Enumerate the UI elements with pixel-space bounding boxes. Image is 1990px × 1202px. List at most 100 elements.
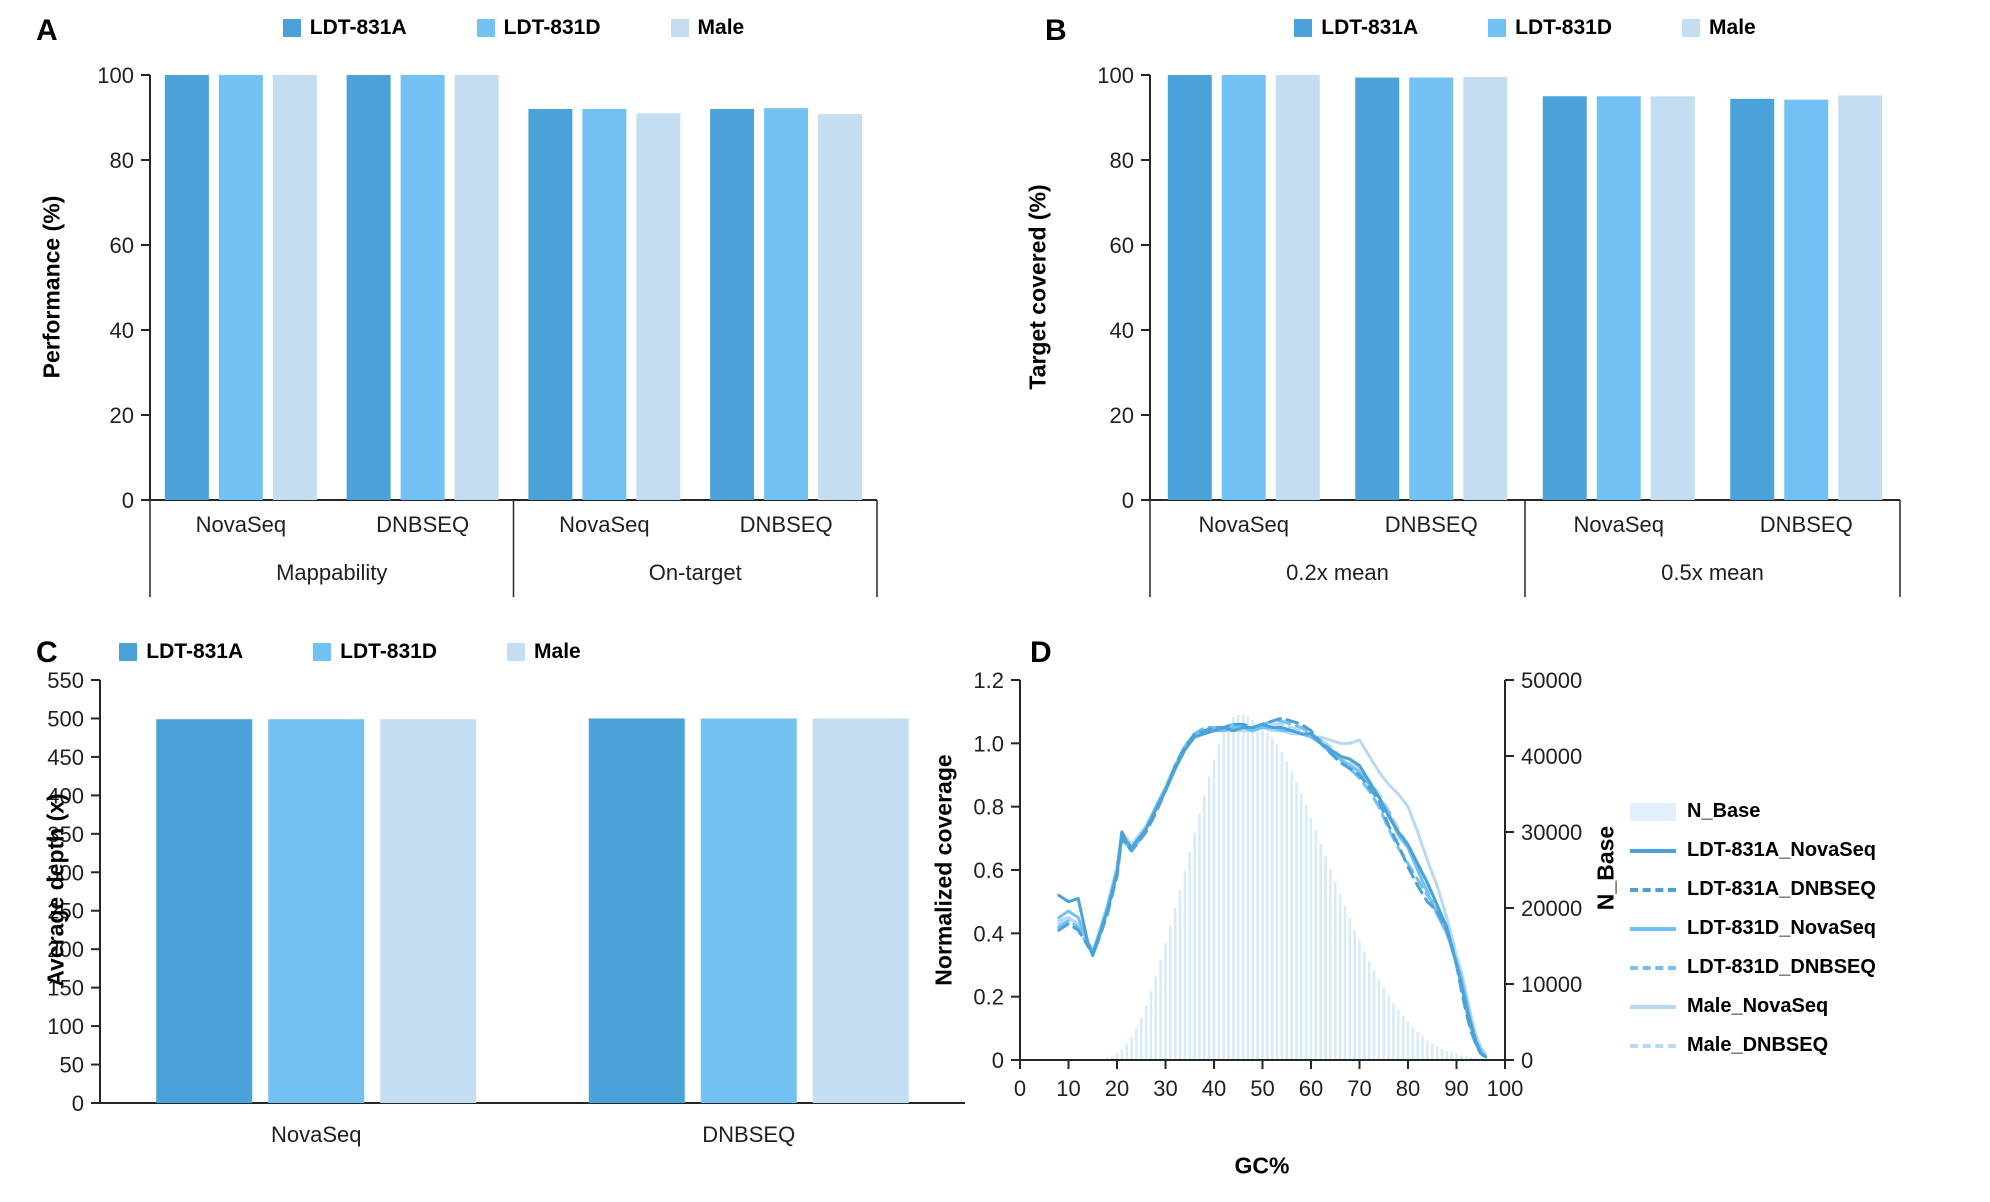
dashed-line-swatch-icon xyxy=(1630,965,1676,970)
svg-text:10: 10 xyxy=(1056,1076,1080,1101)
legend-label: LDT-831D_DNBSEQ xyxy=(1687,956,1876,978)
legend-label: LDT-831D xyxy=(503,16,601,39)
line-LDT-831A_NovaSeq xyxy=(1057,722,1488,1059)
legend-swatch-icon xyxy=(119,643,138,661)
svg-text:40000: 40000 xyxy=(1521,744,1582,769)
legend-label: Male_DNBSEQ xyxy=(1687,1034,1829,1056)
legend-swatch-icon xyxy=(1682,19,1701,37)
svg-text:NovaSeq: NovaSeq xyxy=(1198,512,1289,537)
svg-text:80: 80 xyxy=(1396,1076,1420,1101)
svg-text:30000: 30000 xyxy=(1521,820,1582,845)
legend-item: LDT-831A_DNBSEQ xyxy=(1630,870,1876,909)
legend-item: Male xyxy=(670,16,745,40)
svg-text:550: 550 xyxy=(47,668,84,693)
panel-a-letter: A xyxy=(36,14,58,47)
svg-text:1.2: 1.2 xyxy=(973,668,1004,693)
svg-text:200: 200 xyxy=(47,937,84,962)
legend-swatch-icon xyxy=(670,19,689,37)
panel-c-legend: LDT-831A LDT-831D Male xyxy=(0,640,700,664)
svg-text:NovaSeq: NovaSeq xyxy=(559,512,650,537)
legend-label: Male xyxy=(697,16,745,39)
bar-Male-NovaSeq xyxy=(380,719,477,1103)
svg-text:0: 0 xyxy=(1122,488,1134,513)
bar-LDT-831A-DNBSEQ xyxy=(1730,98,1775,501)
panel-a-y-axis-title: Performance (%) xyxy=(38,195,65,379)
panel-d-left-axis-title: Normalized coverage xyxy=(930,754,957,986)
legend-label: Male xyxy=(1709,16,1756,39)
svg-text:DNBSEQ: DNBSEQ xyxy=(376,512,469,537)
bar-LDT-831A-DNBSEQ xyxy=(710,109,755,500)
bar-Male-NovaSeq xyxy=(636,113,681,500)
nbase-swatch-icon xyxy=(1630,802,1676,821)
svg-text:50: 50 xyxy=(60,1053,84,1078)
legend-label: LDT-831A_DNBSEQ xyxy=(1687,878,1876,900)
legend-label: LDT-831A xyxy=(1321,16,1419,39)
legend-item: Male xyxy=(507,640,581,664)
bar-LDT-831D-NovaSeq xyxy=(582,109,627,500)
svg-text:0.2x mean: 0.2x mean xyxy=(1286,560,1389,585)
svg-text:0.4: 0.4 xyxy=(973,921,1004,946)
legend-item: LDT-831D xyxy=(476,16,601,40)
panel-a-legend: LDT-831A LDT-831D Male xyxy=(150,16,877,40)
svg-text:60: 60 xyxy=(1299,1076,1323,1101)
svg-text:1.0: 1.0 xyxy=(973,731,1004,756)
legend-item: Male xyxy=(1682,16,1756,40)
bar-LDT-831D-NovaSeq xyxy=(268,719,365,1103)
legend-item: Male_DNBSEQ xyxy=(1630,1026,1876,1065)
svg-text:DNBSEQ: DNBSEQ xyxy=(740,512,833,537)
bar-Male-NovaSeq xyxy=(1275,75,1320,500)
svg-text:50: 50 xyxy=(1250,1076,1274,1101)
svg-text:500: 500 xyxy=(47,706,84,731)
panel-d-letter: D xyxy=(1030,636,1052,669)
bar-LDT-831D-DNBSEQ xyxy=(1784,99,1829,501)
bar-LDT-831A-NovaSeq xyxy=(156,719,253,1103)
svg-text:DNBSEQ: DNBSEQ xyxy=(1760,512,1853,537)
svg-text:0.5x mean: 0.5x mean xyxy=(1661,560,1764,585)
bar-LDT-831D-NovaSeq xyxy=(1221,75,1266,500)
dashed-line-swatch-icon xyxy=(1630,887,1676,892)
svg-text:300: 300 xyxy=(47,860,84,885)
legend-item: LDT-831A xyxy=(119,640,243,664)
legend-swatch-icon xyxy=(1294,19,1313,37)
legend-label: LDT-831A xyxy=(309,16,407,39)
legend-swatch-icon xyxy=(1488,19,1507,37)
solid-line-swatch-icon xyxy=(1630,926,1676,931)
legend-label: Male xyxy=(534,640,581,663)
panel-d-right-axis-title: N_Base xyxy=(1592,825,1619,911)
bar-LDT-831A-NovaSeq xyxy=(164,75,209,500)
svg-text:450: 450 xyxy=(47,745,84,770)
svg-text:NovaSeq: NovaSeq xyxy=(196,512,287,537)
svg-text:100: 100 xyxy=(1097,63,1134,88)
legend-item: LDT-831D_DNBSEQ xyxy=(1630,948,1876,987)
bar-Male-DNBSEQ xyxy=(454,75,499,500)
bar-LDT-831A-DNBSEQ xyxy=(1355,77,1400,501)
bar-LDT-831D-DNBSEQ xyxy=(764,108,809,501)
svg-text:40: 40 xyxy=(1202,1076,1226,1101)
svg-text:400: 400 xyxy=(47,783,84,808)
bar-LDT-831A-NovaSeq xyxy=(528,109,573,500)
bar-LDT-831D-DNBSEQ xyxy=(1409,77,1454,501)
svg-text:350: 350 xyxy=(47,822,84,847)
svg-text:0: 0 xyxy=(1014,1076,1026,1101)
legend-label: N_Base xyxy=(1687,800,1761,822)
panel-d-legend: N_Base LDT-831A_NovaSeq LDT-831A_DNBSEQ … xyxy=(1630,792,1876,1065)
svg-text:10000: 10000 xyxy=(1521,972,1582,997)
bar-LDT-831D-DNBSEQ xyxy=(700,718,797,1103)
svg-text:100: 100 xyxy=(47,1014,84,1039)
svg-text:Mappability: Mappability xyxy=(276,560,387,585)
svg-text:40: 40 xyxy=(110,318,134,343)
panel-b-letter: B xyxy=(1045,14,1067,47)
bar-LDT-831D-NovaSeq xyxy=(218,75,263,500)
svg-text:50000: 50000 xyxy=(1521,668,1582,693)
svg-text:250: 250 xyxy=(47,899,84,924)
svg-text:0: 0 xyxy=(1521,1048,1533,1073)
svg-text:150: 150 xyxy=(47,976,84,1001)
bar-Male-DNBSEQ xyxy=(812,718,909,1103)
bar-Male-NovaSeq xyxy=(1650,96,1695,500)
svg-text:On-target: On-target xyxy=(649,560,742,585)
legend-item: LDT-831A xyxy=(1294,16,1418,40)
bar-LDT-831A-NovaSeq xyxy=(1167,75,1212,500)
bar-LDT-831D-NovaSeq xyxy=(1596,96,1641,500)
legend-item: LDT-831D xyxy=(1488,16,1612,40)
